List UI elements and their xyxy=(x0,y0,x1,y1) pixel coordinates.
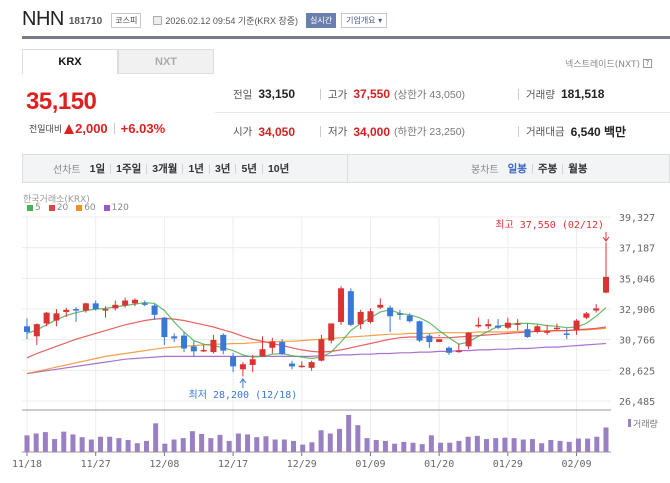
svg-text:11/18: 11/18 xyxy=(12,459,42,470)
legend-ma5: 5 xyxy=(27,203,41,213)
market-badge: 코스피 xyxy=(111,12,142,28)
svg-text:01/09: 01/09 xyxy=(355,459,385,470)
tab-krx[interactable]: KRX xyxy=(22,49,118,74)
change-amount: 2,000 xyxy=(75,121,108,136)
chart-legend: 5 20 60 120 xyxy=(27,203,137,213)
price-chart[interactable]: 한국거래소(KRX) 5 20 60 120 39,327 37,187 35,04… xyxy=(0,190,670,483)
stock-code: 181710 xyxy=(68,15,103,27)
svg-text:32,906: 32,906 xyxy=(619,305,655,316)
svg-text:35,046: 35,046 xyxy=(619,274,655,285)
stat-prev-close: 전일 33,150 xyxy=(233,87,296,101)
nextrade-label: 넥스트레이드(NXT) xyxy=(565,60,640,70)
current-price: 35,150 xyxy=(26,88,97,115)
company-info-dropdown[interactable]: 기업개요 ▾ xyxy=(341,12,388,28)
svg-text:01/20: 01/20 xyxy=(424,459,454,470)
line-chart-options: 선차트 1일 1주일 3개월 1년 3년 5년 10년 xyxy=(23,155,348,182)
period-1y[interactable]: 1년 xyxy=(182,163,209,174)
legend-ma120: 120 xyxy=(103,203,129,213)
legend-ma60: 60 xyxy=(76,203,96,213)
svg-text:최저 28,200 (12/18): 최저 28,200 (12/18) xyxy=(189,389,298,401)
period-5y[interactable]: 5년 xyxy=(235,163,262,174)
candle-daily[interactable]: 일봉 xyxy=(507,162,527,175)
stat-high: 고가 37,550 (상한가 43,050) xyxy=(320,87,518,102)
stat-low: 저가 34,000 (하한가 23,250) xyxy=(320,124,518,139)
svg-text:39,327: 39,327 xyxy=(619,213,655,224)
svg-text:30,766: 30,766 xyxy=(619,336,655,347)
realtime-badge: 실시간 xyxy=(306,12,337,28)
change-label: 전일대비 xyxy=(29,124,63,134)
svg-text:28,625: 28,625 xyxy=(619,366,655,377)
svg-text:거래량: 거래량 xyxy=(633,418,658,430)
stock-header: NHN 181710 코스피 2026.02.12 09:54 기준(KRX 장… xyxy=(22,7,388,30)
svg-text:01/29: 01/29 xyxy=(493,459,523,470)
chevron-down-icon: ▾ xyxy=(378,15,383,25)
svg-text:12/17: 12/17 xyxy=(218,459,248,470)
line-chart-label: 선차트 xyxy=(53,165,81,176)
header-divider xyxy=(22,36,670,39)
help-icon[interactable]: ? xyxy=(643,59,652,68)
candle-weekly[interactable]: 주봉 xyxy=(531,163,562,174)
svg-text:02/09: 02/09 xyxy=(562,459,592,470)
nextrade-link[interactable]: 넥스트레이드(NXT) ? xyxy=(565,57,652,70)
svg-text:12/29: 12/29 xyxy=(287,459,317,470)
up-triangle-icon xyxy=(64,123,75,134)
svg-text:12/08: 12/08 xyxy=(149,459,179,470)
stock-name: NHN xyxy=(22,7,64,30)
period-10y[interactable]: 10년 xyxy=(261,163,294,174)
candle-chart-options: 봉차트 일봉 주봉 월봉 xyxy=(348,155,669,182)
period-1w[interactable]: 1주일 xyxy=(110,163,146,174)
period-3y[interactable]: 3년 xyxy=(208,163,236,174)
stat-volume: 거래량 181,518 xyxy=(518,87,604,102)
svg-text:26,485: 26,485 xyxy=(619,397,655,408)
chart-source: 한국거래소(KRX) xyxy=(23,195,90,205)
svg-text:11/27: 11/27 xyxy=(81,459,111,470)
divider xyxy=(113,123,115,134)
svg-text:최고 37,550 (02/12): 최고 37,550 (02/12) xyxy=(495,219,604,231)
period-1d[interactable]: 1일 xyxy=(89,162,106,175)
timestamp: 2026.02.12 09:54 기준(KRX 장중) xyxy=(165,15,298,26)
exchange-tabs: KRX NXT xyxy=(22,49,214,74)
candle-monthly[interactable]: 월봉 xyxy=(562,163,592,174)
legend-ma20: 20 xyxy=(48,203,68,213)
clock-icon xyxy=(153,16,163,25)
change-percent: +6.03% xyxy=(120,121,166,136)
company-info-label: 기업개요 xyxy=(346,15,376,25)
price-change: 전일대비 2,000 +6.03% xyxy=(29,121,165,136)
svg-text:37,187: 37,187 xyxy=(619,244,655,255)
tab-nxt[interactable]: NXT xyxy=(118,49,214,74)
candlestick-chart[interactable]: 39,327 37,187 35,046 32,906 30,766 28,625 26,4… xyxy=(0,190,670,483)
stat-open: 시가 34,050 xyxy=(233,124,296,139)
period-3m[interactable]: 3개월 xyxy=(146,163,182,174)
stat-turnover: 거래대금 6,540 백만 xyxy=(518,123,626,140)
candle-chart-label: 봉차트 xyxy=(471,165,499,176)
stats-table: 전일 33,150 고가 37,550 (상한가 43,050) 거래량 181… xyxy=(215,76,670,150)
period-bar: 선차트 1일 1주일 3개월 1년 3년 5년 10년 봉차트 일봉 주봉 월봉 xyxy=(22,154,670,183)
